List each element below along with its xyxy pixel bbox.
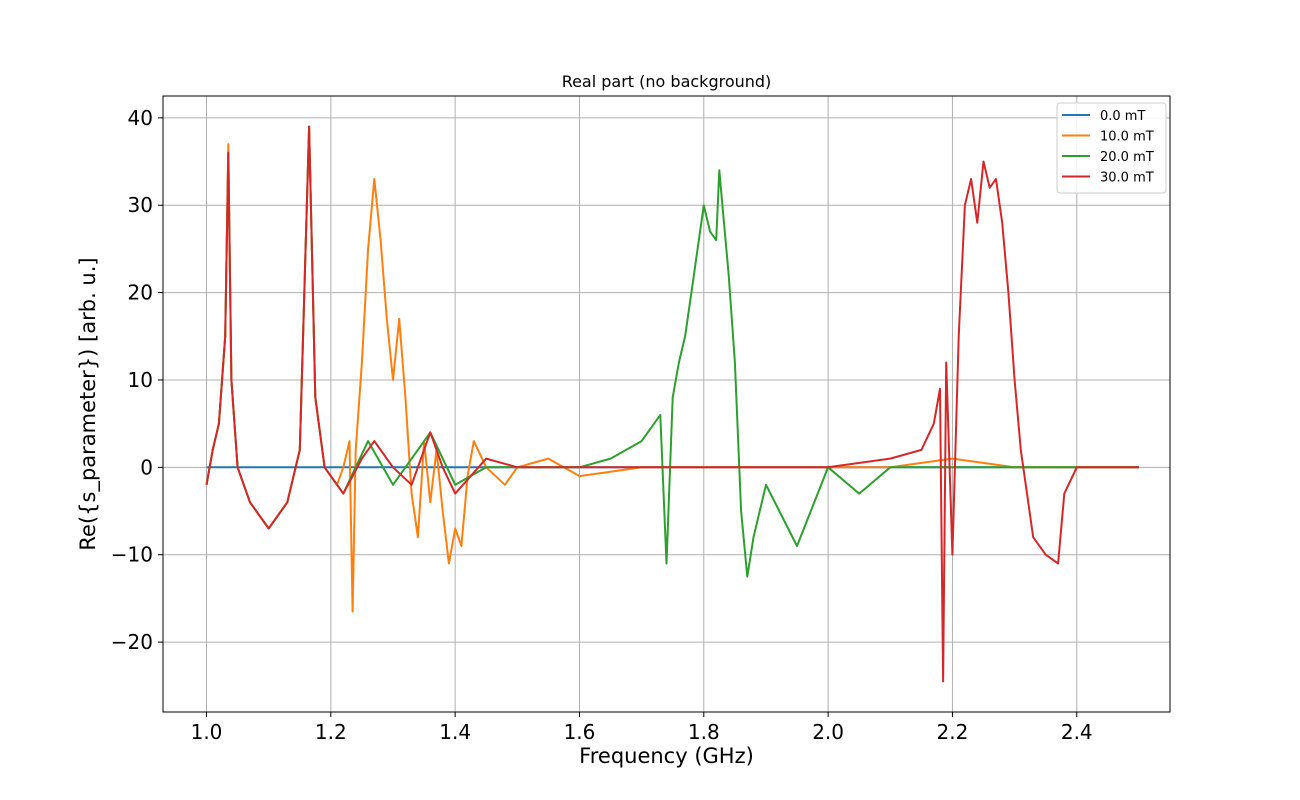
legend-label: 20.0 mT <box>1100 150 1154 165</box>
legend-label: 0.0 mT <box>1100 109 1145 124</box>
x-axis-label: Frequency (GHz) <box>579 744 754 768</box>
x-tick-label: 1.4 <box>439 720 471 744</box>
series-line-3 <box>205 125 1139 683</box>
y-tick-label: 0 <box>140 455 153 479</box>
x-tick-label: 2.2 <box>937 720 969 744</box>
x-tick-label: 2.0 <box>812 720 844 744</box>
y-axis-ticks: −20 −10 0 10 20 30 40 <box>111 106 163 654</box>
legend: 0.0 mT 10.0 mT 20.0 mT 30.0 mT <box>1056 102 1167 194</box>
y-tick-label: 20 <box>128 281 153 305</box>
x-tick-label: 1.6 <box>564 720 596 744</box>
y-tick-label: 30 <box>128 193 153 217</box>
x-tick-label: 2.4 <box>1061 720 1093 744</box>
x-axis-ticks: 1.0 1.2 1.4 1.6 1.8 2.0 2.2 2.4 <box>191 712 1093 744</box>
series-lines <box>205 125 1139 683</box>
y-axis-label: Re({s_parameter}) [arb. u.] <box>76 257 101 550</box>
x-tick-label: 1.0 <box>191 720 223 744</box>
y-tick-label: 40 <box>128 106 153 130</box>
legend-box <box>1056 102 1167 194</box>
legend-label: 30.0 mT <box>1100 171 1154 186</box>
legend-label: 10.0 mT <box>1100 130 1154 145</box>
y-tick-label: −20 <box>111 630 153 654</box>
y-tick-label: −10 <box>111 543 153 567</box>
grid-lines <box>163 96 1170 712</box>
plot-frame <box>162 95 1171 713</box>
x-tick-label: 1.2 <box>315 720 347 744</box>
chart-title: Real part (no background) <box>562 72 772 91</box>
y-tick-label: 10 <box>128 368 153 392</box>
x-tick-label: 1.8 <box>688 720 720 744</box>
